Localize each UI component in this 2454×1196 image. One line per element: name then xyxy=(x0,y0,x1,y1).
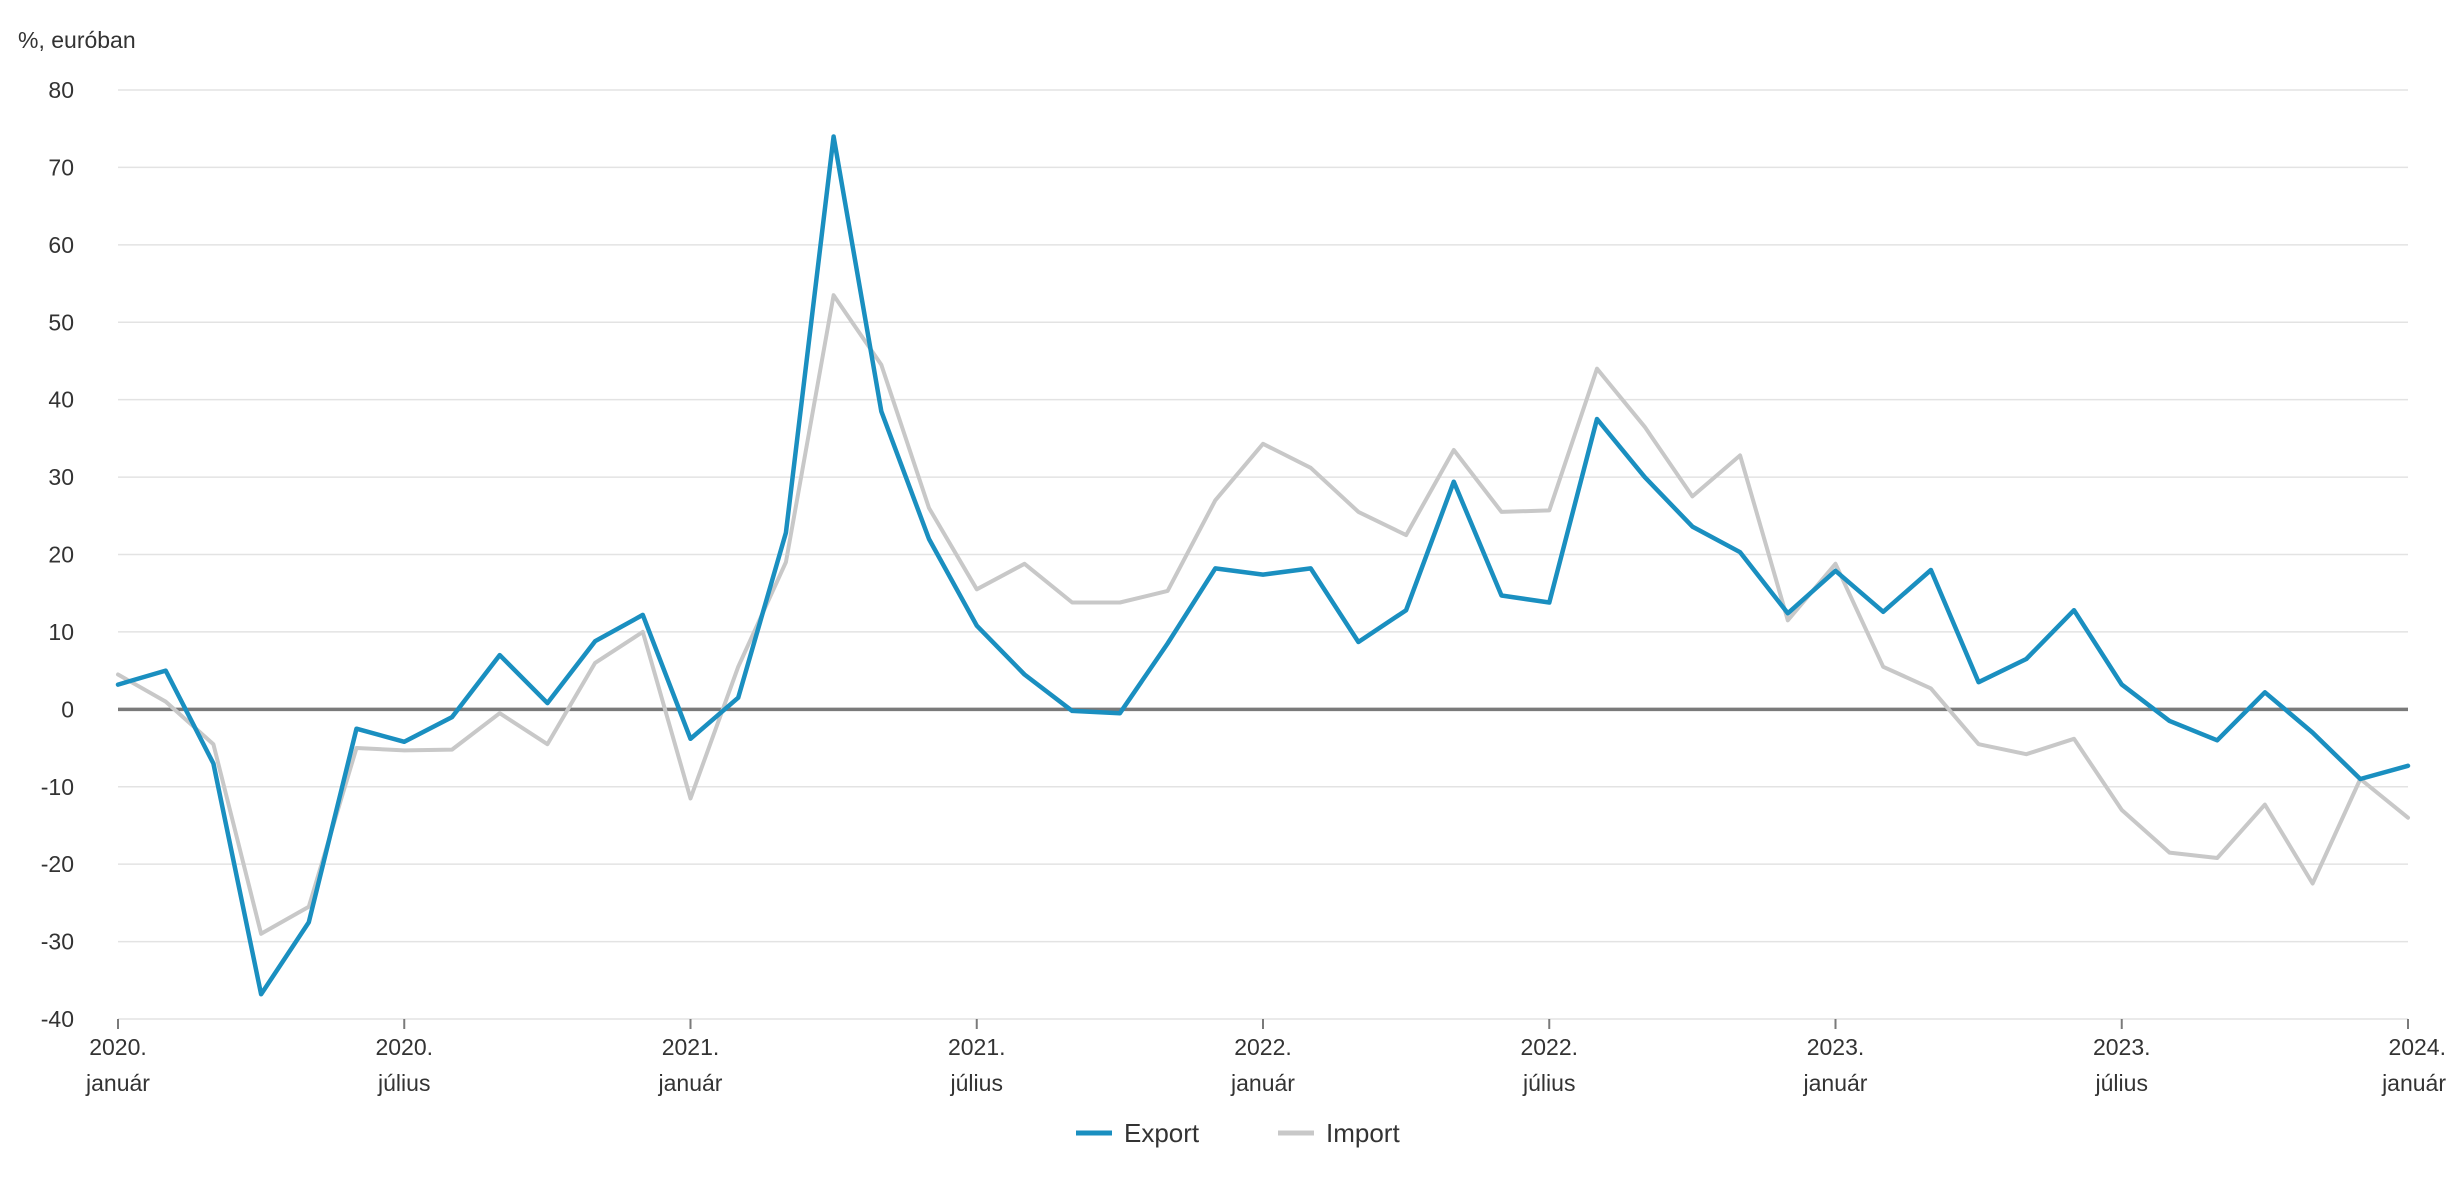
x-tick-label-year: 2024. xyxy=(2388,1034,2446,1060)
y-tick-label: 80 xyxy=(48,77,74,103)
x-tick-label-year: 2021. xyxy=(662,1034,720,1060)
y-tick-label: 20 xyxy=(48,542,74,568)
grid-lines xyxy=(118,89,2408,1020)
y-tick-label: -40 xyxy=(41,1006,74,1032)
x-tick-label-year: 2023. xyxy=(2093,1034,2151,1060)
x-tick-label-year: 2021. xyxy=(948,1034,1006,1060)
y-tick-label: 60 xyxy=(48,232,74,258)
x-tick-label-month: július xyxy=(2095,1070,2148,1096)
x-tick-label-month: január xyxy=(85,1070,150,1096)
y-tick-label: -20 xyxy=(41,851,74,877)
x-axis-tick-labels: 2020. január 2020. július 2021. január 2021. jú… xyxy=(85,1019,2446,1096)
series-lines xyxy=(115,134,2411,997)
legend-label-export: Export xyxy=(1124,1118,1200,1148)
y-tick-label: 10 xyxy=(48,619,74,645)
y-tick-label: 0 xyxy=(61,696,74,722)
x-tick-label-month: július xyxy=(377,1070,430,1096)
x-tick-label-month: január xyxy=(1230,1070,1295,1096)
x-tick-label-year: 2023. xyxy=(1807,1034,1865,1060)
series-line-export xyxy=(115,134,2411,997)
legend: Export Import xyxy=(1076,1118,1400,1148)
legend-label-import: Import xyxy=(1326,1118,1400,1148)
y-tick-label: 30 xyxy=(48,464,74,490)
x-tick-label-month: január xyxy=(2381,1070,2446,1096)
y-tick-label: -30 xyxy=(41,929,74,955)
x-tick-label-year: 2020. xyxy=(89,1034,147,1060)
y-tick-label: 50 xyxy=(48,309,74,335)
y-tick-label: 70 xyxy=(48,154,74,180)
x-tick-label-year: 2022. xyxy=(1234,1034,1292,1060)
x-tick-label-month: január xyxy=(1803,1070,1868,1096)
y-axis-tick-labels: -40 -30 -20 -10 0 10 20 30 40 50 60 70 80 xyxy=(41,77,74,1032)
y-tick-label: -10 xyxy=(41,774,74,800)
x-tick-label-year: 2022. xyxy=(1520,1034,1578,1060)
x-tick-label-month: január xyxy=(658,1070,723,1096)
x-tick-label-month: július xyxy=(950,1070,1003,1096)
x-tick-label-month: július xyxy=(1522,1070,1575,1096)
y-axis-label: %, euróban xyxy=(18,27,136,53)
y-tick-label: 40 xyxy=(48,387,74,413)
series-line-import xyxy=(116,293,2410,936)
x-tick-label-year: 2020. xyxy=(375,1034,433,1060)
